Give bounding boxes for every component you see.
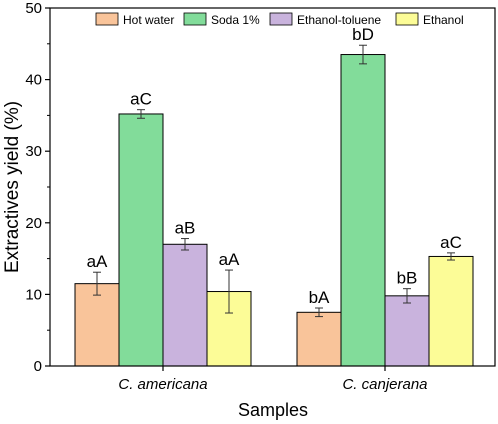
x-axis-label: Samples — [238, 400, 308, 420]
bar-ethanol-toluene-1 — [162, 243, 208, 367]
bar-soda-1--2 — [340, 54, 386, 367]
bar-soda-1--1 — [118, 113, 164, 367]
bar-ethanol-2 — [428, 255, 474, 367]
data-label: aC — [130, 90, 152, 109]
legend-label: Soda 1% — [211, 13, 260, 27]
bar-hot-water-1 — [74, 283, 120, 367]
data-label: aC — [440, 233, 462, 252]
data-label: aA — [87, 252, 108, 271]
legend-swatch — [95, 12, 119, 26]
x-tick-label: C. americana — [118, 376, 207, 393]
data-label: aA — [219, 250, 240, 269]
legend-swatch — [395, 12, 419, 26]
legend-swatch — [269, 12, 293, 26]
legend-label: Ethanol — [423, 13, 464, 27]
y-tick-label: 20 — [25, 215, 42, 232]
data-label: aB — [175, 219, 196, 238]
x-tick-label: C. canjerana — [342, 376, 427, 393]
y-tick-label: 50 — [25, 0, 42, 17]
data-label: bA — [309, 288, 330, 307]
bar-hot-water-2 — [296, 311, 342, 367]
legend-swatch — [183, 12, 207, 26]
data-label: bD — [352, 25, 374, 44]
y-tick-label: 40 — [25, 72, 42, 89]
y-tick-label: 30 — [25, 143, 42, 160]
y-tick-label: 10 — [25, 286, 42, 303]
legend-label: Ethanol-toluene — [297, 13, 381, 27]
y-tick-label: 0 — [34, 358, 42, 375]
bar-ethanol-toluene-2 — [384, 295, 430, 367]
data-label: bB — [397, 269, 418, 288]
y-axis-label: Extractives yield (%) — [2, 101, 23, 273]
legend-label: Hot water — [123, 13, 174, 27]
